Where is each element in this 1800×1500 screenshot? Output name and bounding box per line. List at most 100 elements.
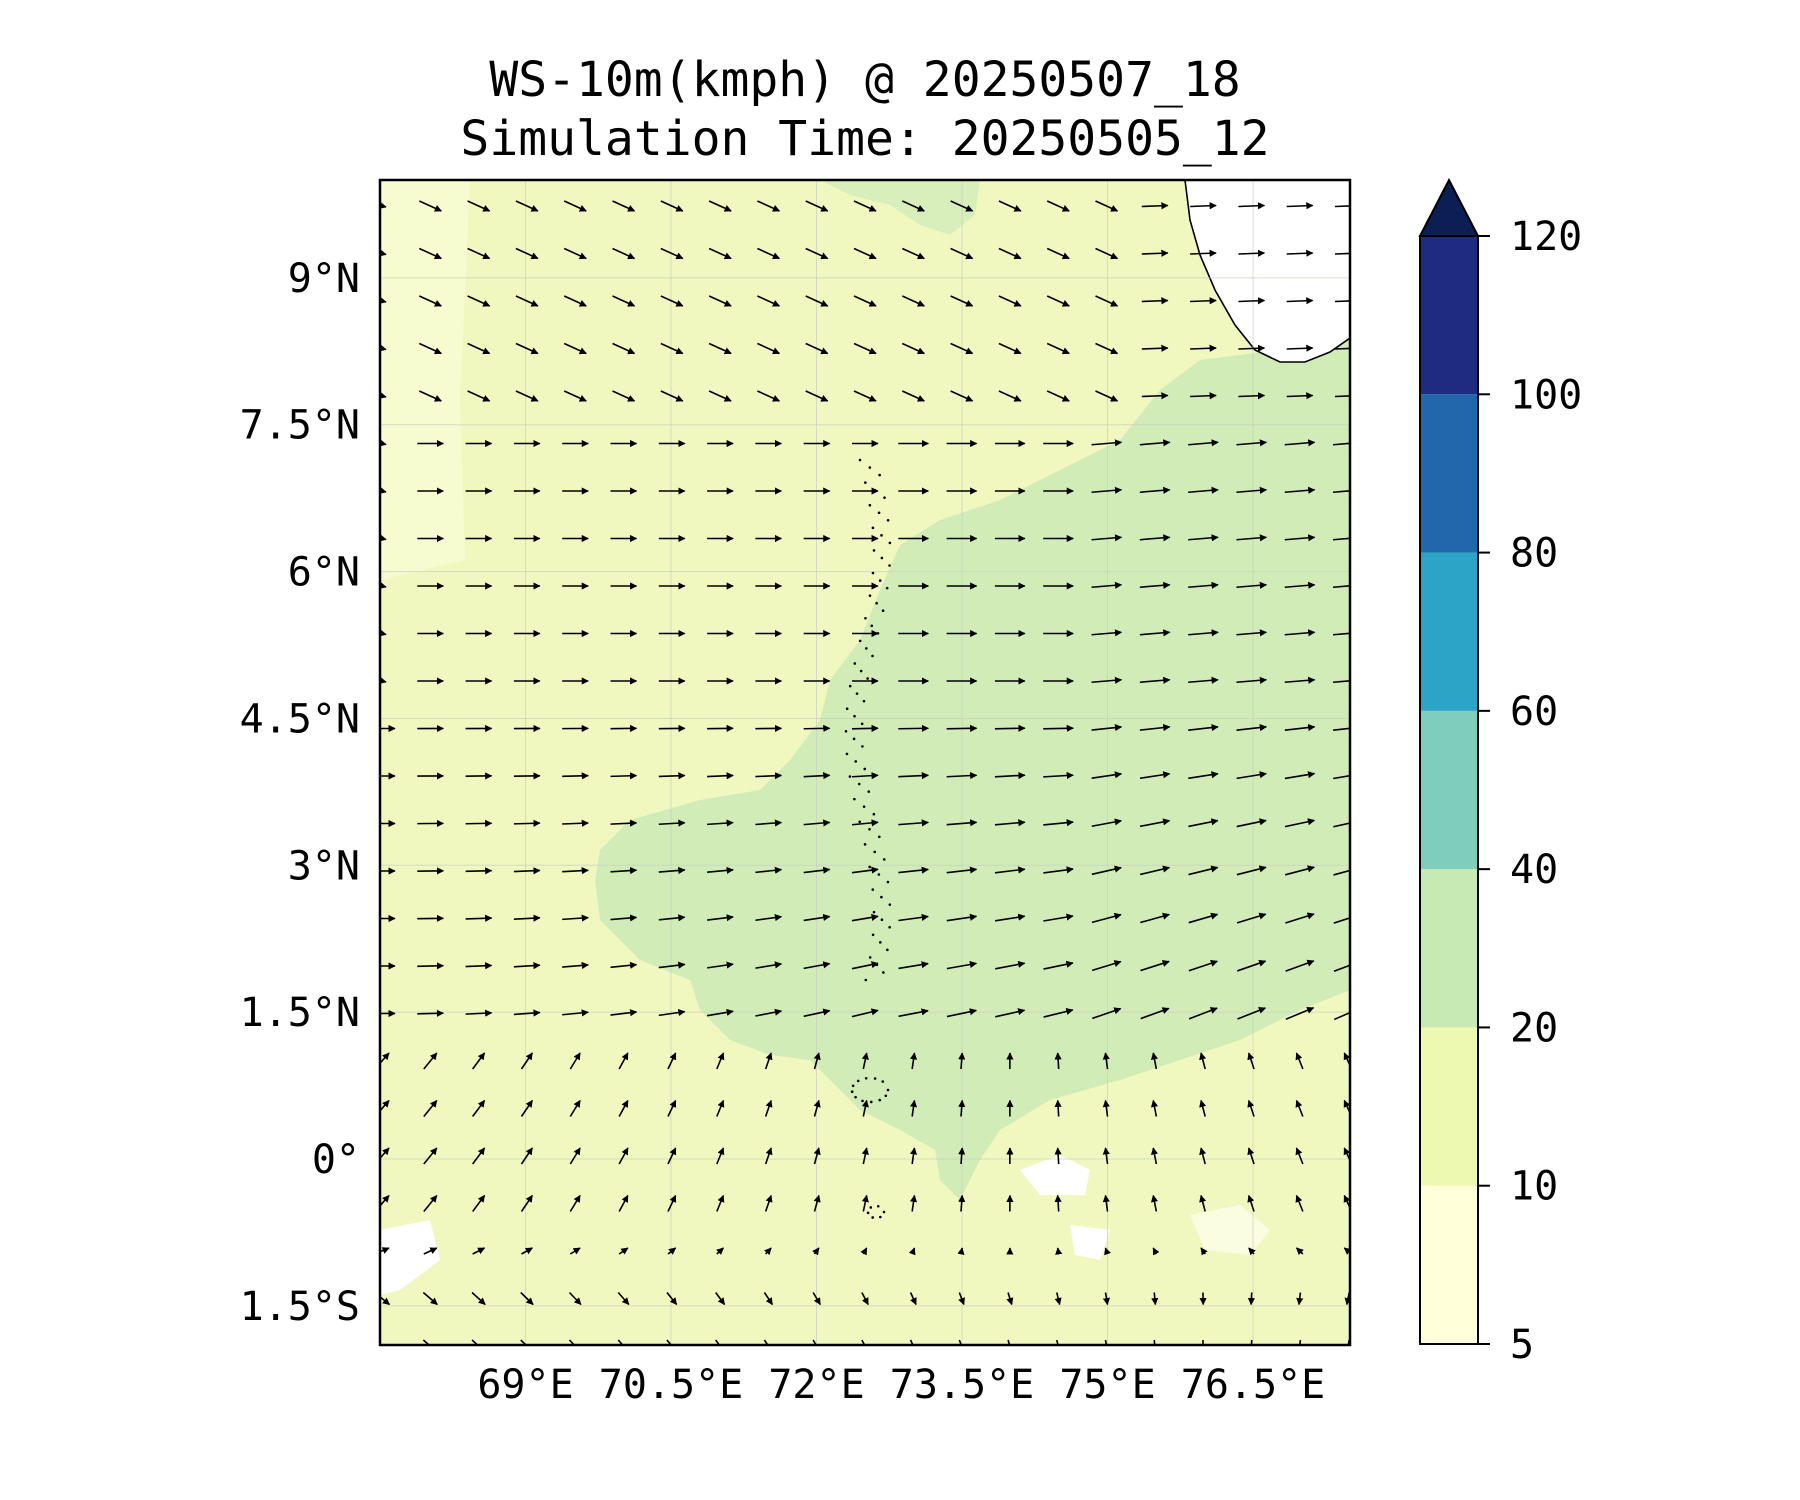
- wind-arrow: [1139, 534, 1171, 542]
- wind-arrow: [1150, 1052, 1159, 1070]
- wind-arrow: [1286, 297, 1314, 305]
- atoll-dot: [864, 1076, 868, 1080]
- atoll-dot: [871, 933, 875, 937]
- wind-arrow: [757, 247, 781, 260]
- wind-arrow: [423, 1194, 438, 1213]
- atoll-dot: [844, 730, 848, 733]
- colorbar-tick-label: 40: [1510, 847, 1558, 893]
- wind-arrow: [898, 961, 929, 970]
- wind-arrow: [1091, 865, 1122, 876]
- wind-arrow: [465, 962, 493, 970]
- wind-arrow: [1250, 1339, 1253, 1345]
- wind-arrow: [813, 1194, 821, 1212]
- wind-arrow: [1006, 1292, 1014, 1306]
- wind-arrow: [803, 819, 831, 827]
- wind-arrow: [1091, 818, 1122, 828]
- wind-arrow: [1046, 247, 1070, 260]
- wind-arrow: [861, 1292, 869, 1306]
- wind-arrow: [380, 629, 387, 637]
- wind-arrow: [958, 1147, 966, 1165]
- wind-arrow: [803, 961, 831, 970]
- colorbar-segment: [1420, 394, 1478, 553]
- wind-arrow: [995, 960, 1026, 970]
- wind-arrow: [1333, 964, 1350, 973]
- atoll-dot: [888, 541, 892, 545]
- atoll-dot: [862, 805, 866, 808]
- wind-arrow: [520, 1194, 533, 1212]
- wind-arrow: [1046, 342, 1070, 355]
- wind-arrow: [1104, 1247, 1111, 1256]
- atoll-dot: [863, 767, 867, 771]
- wind-arrow: [1043, 866, 1074, 874]
- wind-arrow: [1333, 869, 1350, 876]
- wind-arrow: [853, 247, 877, 260]
- wind-arrow: [1188, 439, 1219, 447]
- lon-tick-label: 76.5°E: [1181, 1362, 1326, 1408]
- wind-arrow: [803, 913, 831, 922]
- wind-arrow: [380, 391, 387, 399]
- atoll-dot: [880, 918, 884, 922]
- colorbar-tick-label: 80: [1510, 531, 1558, 577]
- wind-arrow: [708, 200, 732, 212]
- atoll-dot: [860, 722, 864, 726]
- india-landmass: [1184, 180, 1350, 363]
- wind-arrow: [1299, 1339, 1302, 1345]
- atoll-dot: [858, 820, 861, 824]
- wind-arrow: [1190, 344, 1217, 352]
- wind-arrow: [1332, 442, 1350, 446]
- atoll-dot: [855, 692, 859, 695]
- wind-arrow: [1139, 486, 1171, 494]
- wind-arrow: [805, 247, 829, 260]
- wind-arrow: [716, 1194, 725, 1212]
- wind-arrow: [667, 1099, 677, 1117]
- atoll-dot: [872, 910, 876, 914]
- wind-arrow: [1333, 822, 1350, 828]
- wind-arrow: [853, 200, 877, 212]
- wind-arrow: [610, 914, 638, 922]
- wind-arrow: [1333, 1011, 1350, 1021]
- wind-arrow: [1284, 629, 1316, 637]
- atoll-dot: [868, 827, 871, 831]
- wind-arrow: [851, 913, 879, 922]
- wind-arrow: [1285, 1006, 1315, 1020]
- wind-arrow: [1333, 727, 1350, 732]
- atoll-dot: [848, 684, 852, 688]
- wind-arrow: [422, 1339, 431, 1345]
- wind-arrow: [1046, 200, 1070, 212]
- wind-arrow: [1188, 865, 1219, 876]
- wind-arrow: [610, 866, 638, 875]
- wind-arrow: [1332, 537, 1350, 541]
- atoll-dot: [880, 534, 883, 537]
- wind-arrow: [805, 295, 829, 307]
- atoll-dot: [875, 601, 878, 605]
- atoll-dot: [881, 609, 885, 613]
- atoll-dot: [886, 948, 889, 952]
- wind-arrow: [423, 1099, 438, 1118]
- wind-arrow: [763, 1339, 773, 1345]
- wind-arrow: [909, 1052, 918, 1070]
- wind-arrow: [706, 1008, 734, 1017]
- wind-arrow: [1054, 1099, 1062, 1117]
- wind-arrow: [1054, 1052, 1062, 1070]
- atoll-dot: [854, 1095, 857, 1099]
- atoll-dot: [880, 895, 883, 899]
- wind-arrow: [898, 724, 930, 732]
- wind-arrow: [1091, 724, 1123, 732]
- wind-arrow: [515, 200, 539, 212]
- wind-arrow: [1141, 202, 1169, 210]
- wind-arrow: [380, 1052, 390, 1065]
- wind-arrow: [757, 390, 781, 402]
- wind-arrow: [471, 1147, 486, 1165]
- wind-arrow: [1141, 249, 1169, 257]
- wind-arrow: [755, 866, 783, 874]
- wind-arrow: [1238, 249, 1266, 257]
- wind-arrow: [423, 1147, 438, 1165]
- wind-arrow: [1188, 629, 1219, 637]
- wind-arrow: [1139, 676, 1171, 684]
- wind-arrow: [946, 1008, 977, 1018]
- wind-arrow: [707, 914, 734, 922]
- wind-arrow: [1286, 202, 1314, 210]
- low-speed-patch: [1190, 1205, 1270, 1255]
- wind-arrow: [958, 1099, 966, 1117]
- wind-arrow: [1247, 1052, 1255, 1070]
